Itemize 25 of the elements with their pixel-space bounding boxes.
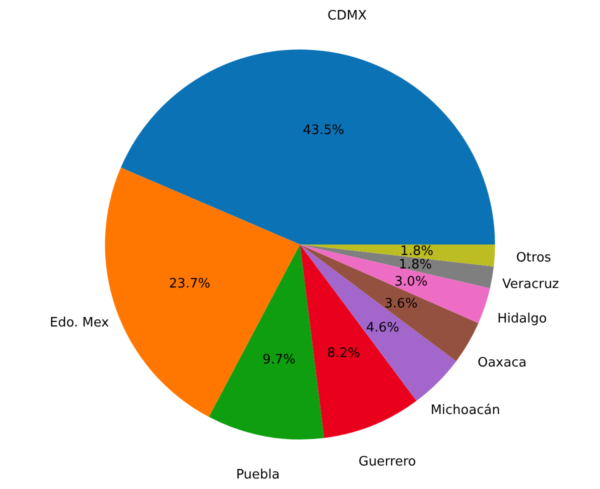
pie-slice [300,244,456,401]
data-label: 8.2% [327,346,360,362]
data-label: 4.6% [366,320,400,336]
data-label: 3.6% [384,296,418,312]
slice-label: CDMX [328,8,367,24]
slice-label: Puebla [236,468,280,483]
slice-label: Edo. Mex [50,315,110,330]
data-label: 3.0% [394,274,428,290]
slice-label: Guerrero [358,454,416,470]
pie-slice [120,50,495,244]
pie-slice [300,244,490,324]
pie-slice [300,244,478,362]
slice-label: Veracruz [502,277,560,292]
data-label: 23.7% [169,276,210,292]
slice-label: Hidalgo [497,311,547,326]
data-label: 1.8% [398,257,432,272]
pie-slice [208,244,324,440]
data-label: 1.8% [400,244,434,260]
slice-label: Michoacán [430,403,500,418]
data-label: 43.5% [302,122,344,138]
pie-slice [300,244,494,288]
slice-label: Oaxaca [478,355,527,370]
pie-slice [300,244,495,267]
slice-label: Otros [516,250,552,266]
data-label: 9.7% [262,352,296,368]
